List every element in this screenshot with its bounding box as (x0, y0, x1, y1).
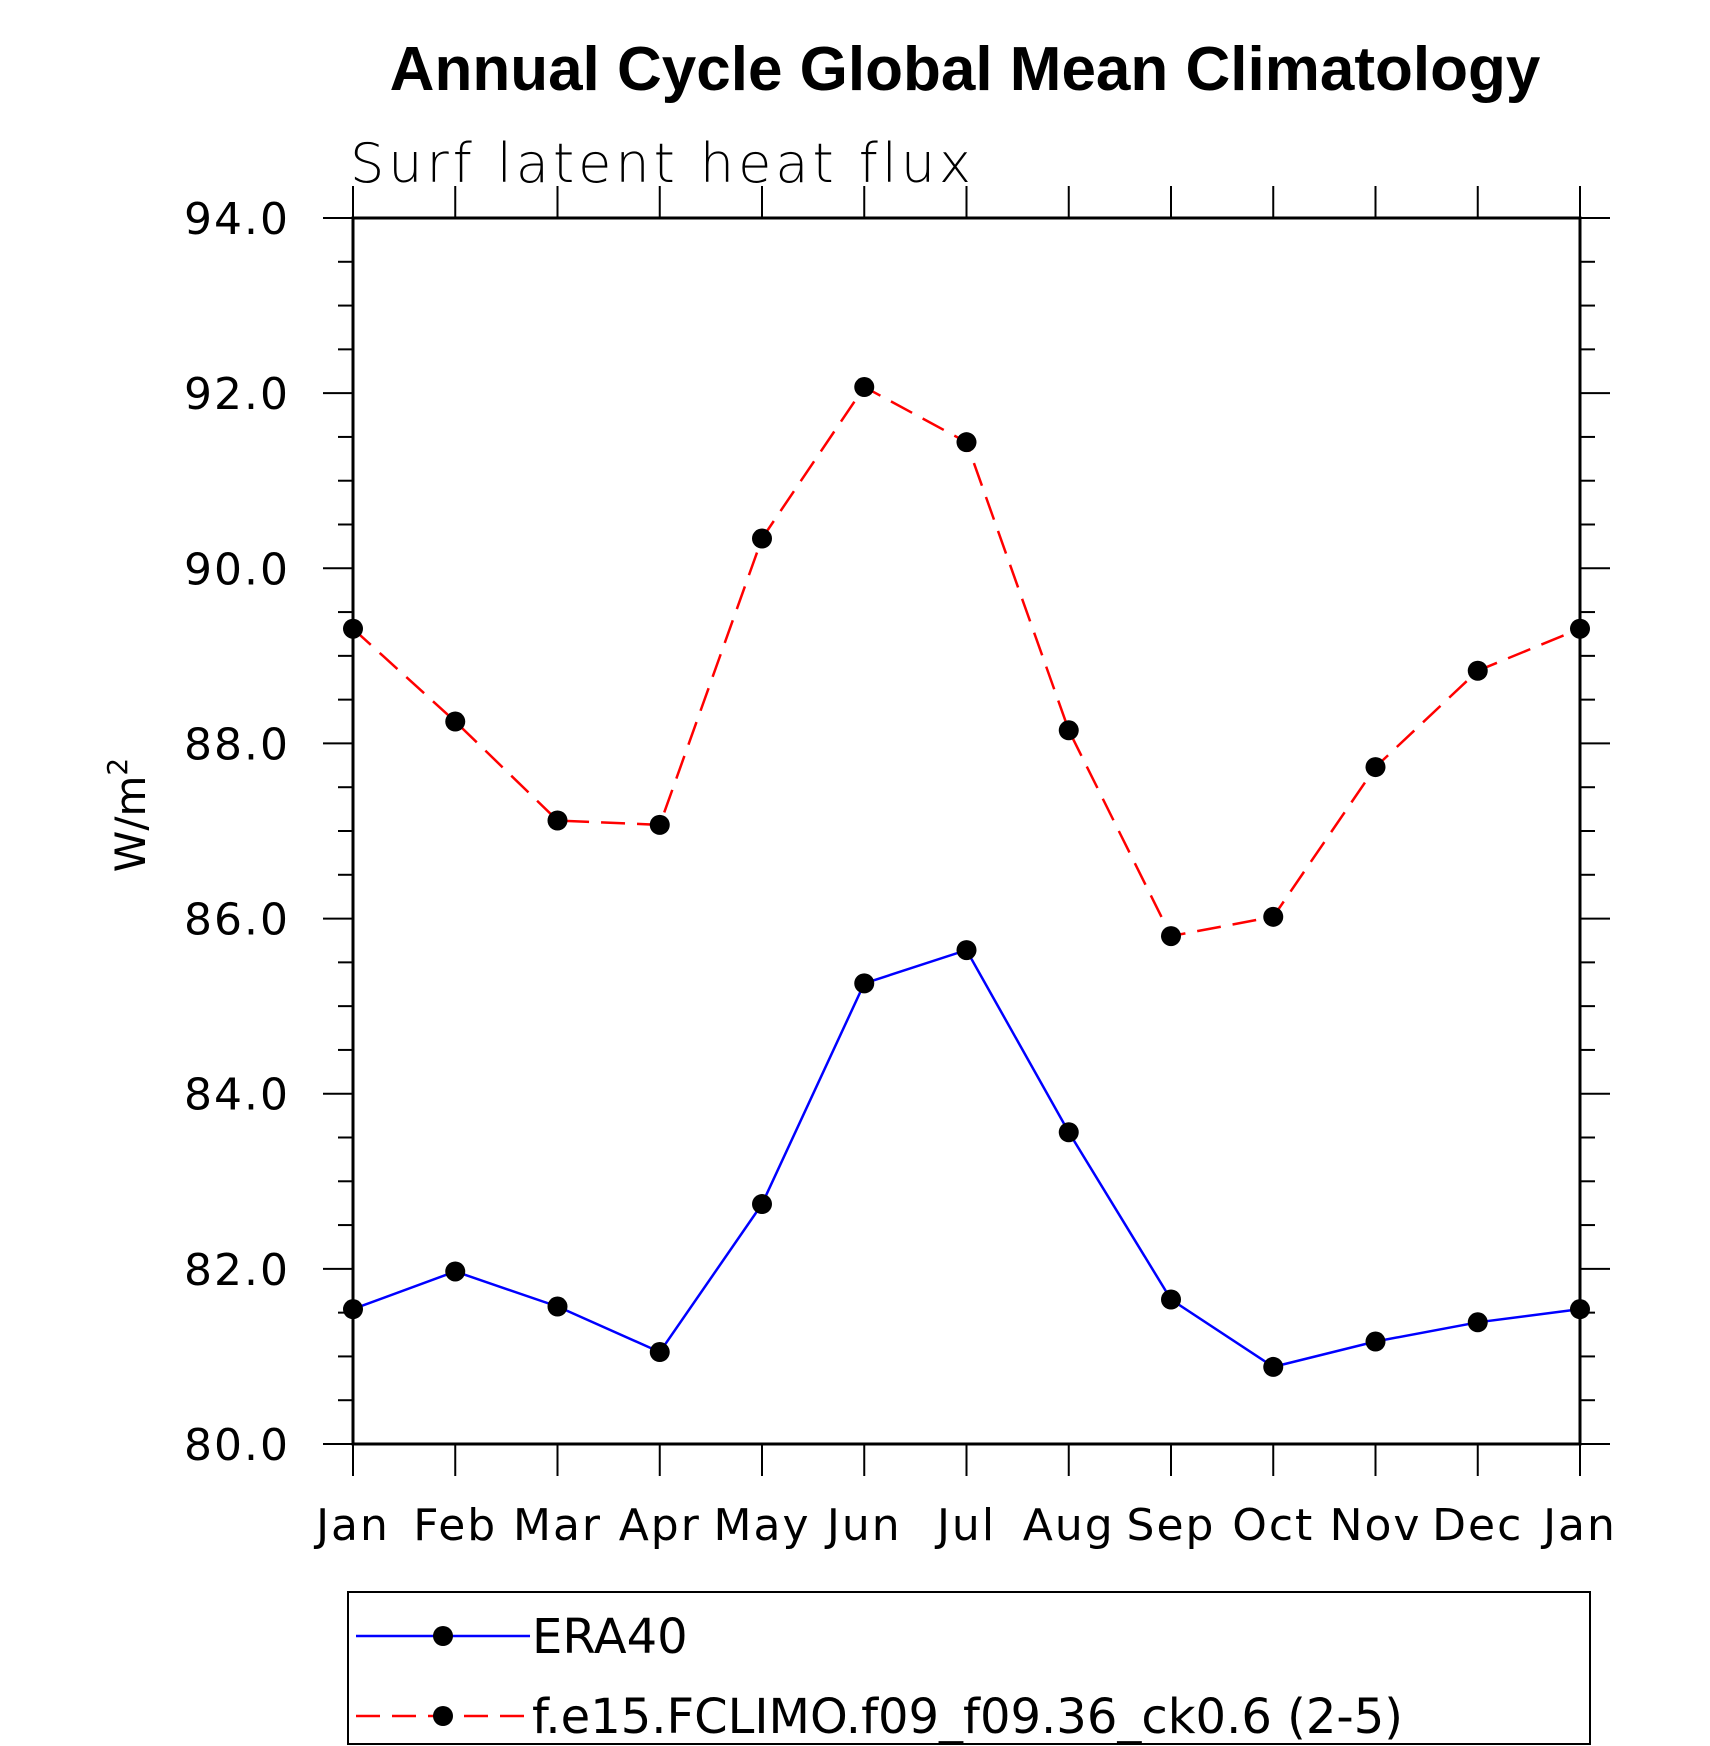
data-point-series-2 (1263, 906, 1284, 927)
y-tick-label: 88.0 (184, 719, 290, 770)
data-point-series-2 (1570, 618, 1590, 639)
y-tick-label: 92.0 (184, 369, 290, 420)
x-tick-label: Apr (619, 1500, 701, 1551)
x-tick-label: Jul (934, 1500, 996, 1551)
data-point-series-2 (854, 377, 875, 398)
x-tick-label: Feb (413, 1500, 497, 1551)
x-tick-label: Jan (313, 1500, 390, 1551)
data-point-series-2 (547, 810, 568, 831)
data-point-series-1 (1058, 1122, 1079, 1143)
data-point-series-2 (956, 432, 977, 453)
data-series (343, 377, 1590, 1377)
data-point-series-2 (445, 711, 466, 732)
x-tick-label: Mar (513, 1500, 602, 1551)
y-tick-label: 84.0 (184, 1070, 290, 1121)
legend-label-2: f.e15.FCLIMO.f09_f09.36_ck0.6 (2-5) (532, 1689, 1403, 1745)
series-line-2 (352, 385, 1581, 938)
series-line-1 (352, 948, 1581, 1369)
axes: 80.0 82.0 84.0 86.0 88.0 90.0 92.0 94.0 Jan Feb Ma… (184, 186, 1617, 1551)
data-point-series-1 (547, 1296, 568, 1317)
data-point-series-1 (752, 1194, 772, 1215)
legend-marker-2 (433, 1706, 453, 1726)
y-tick-label: 80.0 (184, 1420, 290, 1471)
chart-subtitle: Surf latent heat flux (350, 132, 975, 195)
data-point-series-2 (343, 618, 363, 639)
legend-label-1: ERA40 (532, 1609, 688, 1665)
legend: ERA40 f.e15.FCLIMO.f09_f09.36_ck0.6 (2-5) (347, 1591, 1591, 1745)
data-point-series-2 (752, 528, 772, 549)
y-tick-label: 86.0 (184, 895, 290, 946)
data-point-series-2 (1365, 757, 1386, 778)
data-point-series-1 (854, 973, 875, 994)
x-tick-label: Jan (1540, 1500, 1617, 1551)
x-tick-label: Nov (1330, 1500, 1422, 1551)
data-point-series-1 (445, 1261, 466, 1282)
data-point-series-1 (1570, 1299, 1590, 1320)
data-point-series-1 (343, 1299, 363, 1320)
y-tick-label: 90.0 (184, 544, 290, 595)
legend-box (347, 1591, 1591, 1745)
x-tick-label: Sep (1127, 1500, 1216, 1551)
x-tick-label: Jun (824, 1500, 902, 1551)
data-point-series-1 (1365, 1331, 1386, 1352)
plot-frame (351, 216, 1582, 1446)
chart-title: Annual Cycle Global Mean Climatology (390, 35, 1541, 104)
data-point-series-1 (1467, 1312, 1488, 1333)
y-tick-label: 94.0 (184, 194, 290, 245)
y-axis-label: W/m2 (101, 758, 155, 872)
data-point-series-2 (1467, 660, 1488, 681)
data-point-series-1 (649, 1342, 670, 1363)
y-axis-label-superscript: 2 (101, 758, 134, 776)
data-point-series-1 (1161, 1289, 1181, 1310)
legend-marker-1 (433, 1626, 453, 1646)
x-tick-label: Aug (1023, 1500, 1115, 1551)
data-point-series-1 (1263, 1356, 1284, 1377)
y-tick-label: 82.0 (184, 1245, 290, 1296)
x-tick-label: May (714, 1500, 811, 1551)
y-axis-label-unit: W/m (106, 776, 155, 873)
x-tick-label: Dec (1432, 1500, 1523, 1551)
x-tick-label: Oct (1232, 1500, 1314, 1551)
data-point-series-2 (649, 814, 670, 835)
data-point-series-2 (1161, 926, 1181, 947)
data-point-series-2 (1058, 720, 1079, 741)
data-point-series-1 (956, 940, 977, 961)
